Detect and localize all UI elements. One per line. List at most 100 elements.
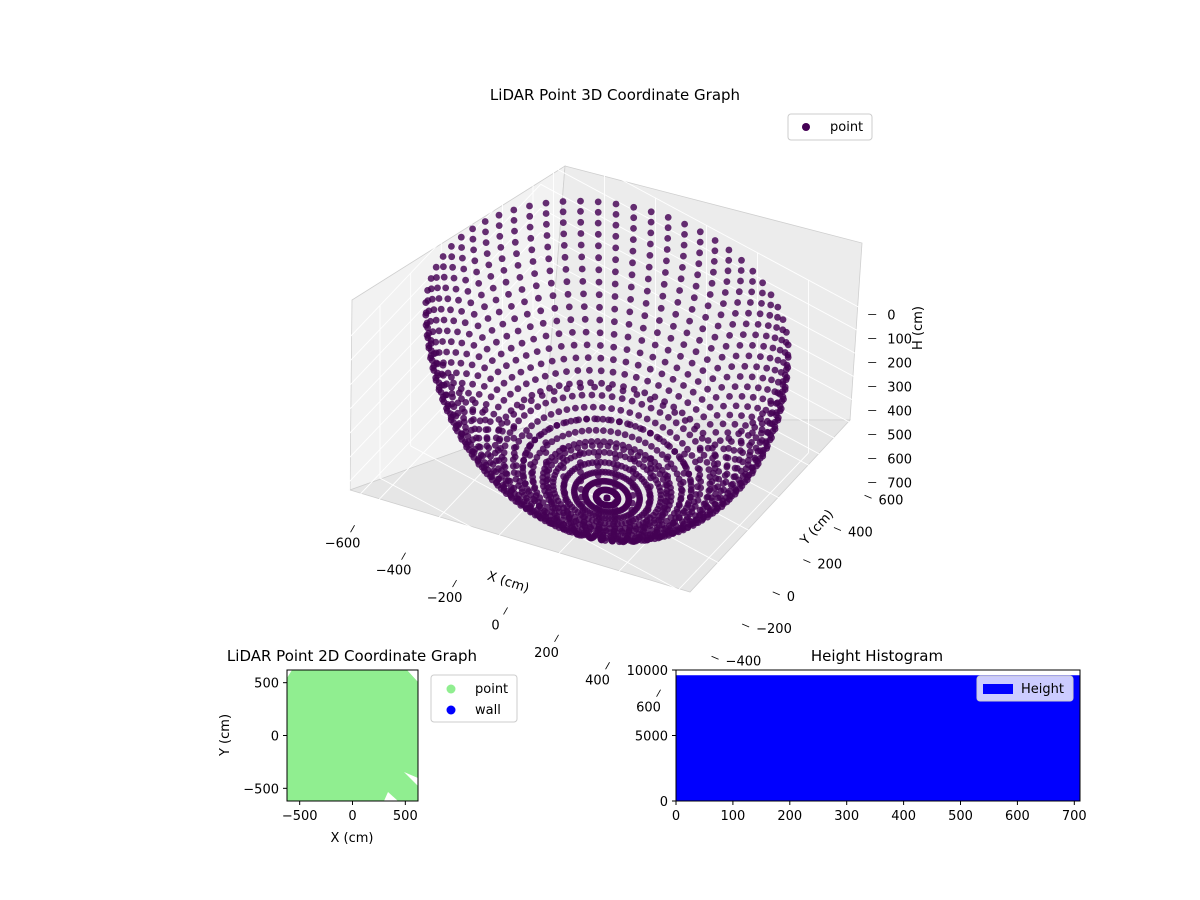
- point-ring0-6: [709, 454, 716, 462]
- point-m37-s12: [483, 434, 491, 441]
- point-m12-s26: [749, 267, 757, 275]
- point-m17-s12: [655, 382, 662, 389]
- point-m20-s12: [621, 371, 629, 378]
- point-m37-s20: [434, 360, 441, 368]
- point-ring1-3: [686, 493, 694, 501]
- point-ring1-16: [605, 416, 612, 424]
- point-m15-s24: [710, 258, 718, 265]
- point-m36-s8: [520, 456, 527, 464]
- point-m36-s22: [429, 328, 437, 336]
- point-m40-s9: [512, 475, 520, 483]
- point-m4-s16: [751, 454, 759, 462]
- point-m13-s6: [651, 459, 659, 466]
- point-m10-s20: [757, 353, 764, 360]
- point-m15-s25: [711, 247, 719, 255]
- point-m27-s17: [523, 310, 531, 318]
- point-m35-s25: [428, 285, 435, 293]
- point-m37-s19: [438, 370, 446, 378]
- y-tick-3d-5: [833, 527, 842, 531]
- point-m33-s17: [463, 350, 471, 358]
- point-m22-s12: [597, 367, 605, 375]
- point-m35-s26: [427, 275, 435, 282]
- ticks-2d: −500 0 500 −500 0 500: [243, 677, 417, 824]
- point-m23-s23: [577, 230, 585, 237]
- point-m35-s21: [435, 327, 443, 335]
- point-m20-s23: [629, 236, 637, 244]
- point-m39-s16: [455, 420, 463, 427]
- point-m28-s17: [511, 315, 518, 323]
- point-m34-s10: [506, 429, 514, 436]
- point-m22-s7: [600, 427, 607, 434]
- point-m15-s16: [692, 348, 700, 356]
- point-m8-s12: [720, 445, 728, 453]
- point-m23-s17: [580, 303, 588, 310]
- point-m5-s9: [697, 484, 705, 492]
- point-m16-s21: [692, 282, 700, 290]
- point-m39-s12: [484, 450, 492, 458]
- point-ring0-17: [591, 383, 598, 391]
- point-m16-s25: [696, 238, 704, 246]
- point-m23-s13: [584, 354, 592, 361]
- point-m25-s11: [566, 380, 573, 388]
- y-axis-label-3d: Y (cm): [797, 507, 837, 549]
- point-m15-s13: [680, 382, 687, 389]
- point-m24-s8: [583, 415, 590, 423]
- point-m19-s18: [642, 300, 650, 307]
- point-m6-s20: [773, 400, 780, 407]
- point-m23-s12: [586, 366, 593, 374]
- point-m7-s8: [687, 476, 694, 484]
- x-tick-label-3d-3: 0: [491, 618, 499, 633]
- point-m33-s18: [458, 339, 466, 347]
- point-m13-s7: [658, 451, 666, 458]
- point-m19-s22: [646, 252, 654, 259]
- point-m34-s13: [482, 401, 490, 408]
- point-m11-s8: [675, 453, 683, 461]
- point-m32-s9: [523, 427, 530, 434]
- point-m25-s25: [542, 210, 550, 217]
- point-ring0-11: [671, 409, 679, 416]
- point-ring2-2: [661, 503, 669, 511]
- point-m32-s16: [475, 353, 483, 361]
- point-m7-s21: [774, 378, 782, 386]
- point-m24-s11: [576, 379, 584, 387]
- point-m16-s15: [677, 352, 684, 360]
- point-m14-s16: [703, 356, 711, 363]
- point-m13-s21: [732, 310, 739, 317]
- point-m2-s10: [700, 500, 708, 508]
- point-m4-s13: [730, 473, 738, 481]
- point-m23-s15: [582, 328, 590, 336]
- point-m8-s20: [768, 376, 775, 384]
- point-m26-s9: [563, 406, 571, 413]
- point-m22-s22: [595, 242, 602, 250]
- point-m20-s11: [620, 383, 627, 390]
- point-m16-s20: [690, 294, 698, 302]
- point-m9-s26: [774, 303, 782, 311]
- point-m40-s12: [486, 459, 494, 466]
- point-m17-s20: [676, 287, 683, 294]
- point-m10-s9: [688, 452, 696, 459]
- point-m13-s15: [709, 375, 717, 383]
- point-m7-s7: [677, 480, 684, 488]
- point-m20-s10: [618, 395, 626, 402]
- point-m33-s20: [450, 317, 458, 325]
- point-m22-s25: [594, 208, 602, 216]
- point-m26-s24: [526, 223, 534, 231]
- point-m34-s17: [457, 359, 465, 367]
- point-m21-s13: [610, 356, 617, 364]
- point-m15-s20: [704, 302, 712, 310]
- point-m36-s10: [501, 442, 509, 450]
- point-m18-s12: [644, 377, 651, 385]
- point-m15-s18: [699, 325, 707, 333]
- point-m11-s25: [759, 289, 766, 297]
- point-m33-s12: [494, 403, 502, 411]
- point-m11-s15: [726, 393, 733, 400]
- point-m32-s12: [500, 396, 508, 404]
- point-m26-s18: [535, 294, 542, 302]
- point-m27-s19: [518, 286, 526, 293]
- point-m21-s10: [608, 393, 616, 401]
- point-m14-s24: [724, 267, 732, 275]
- point-m21-s5: [606, 449, 614, 457]
- point-m17-s11: [651, 393, 659, 401]
- point-m22-s8: [599, 415, 607, 423]
- point-m27-s16: [526, 323, 534, 331]
